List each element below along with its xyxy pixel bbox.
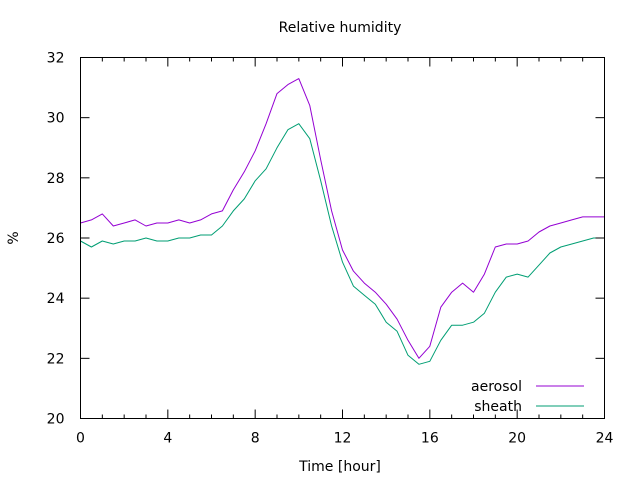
series-line-aerosol [80, 78, 605, 359]
x-tick-label: 20 [508, 431, 526, 447]
y-tick-label: 20 [47, 412, 65, 428]
y-tick-label: 32 [47, 51, 65, 67]
series-layer [80, 78, 605, 365]
x-tick-label: 12 [334, 431, 352, 447]
legend-label-aerosol: aerosol [471, 379, 522, 395]
x-tick-label: 16 [421, 431, 439, 447]
tick-layer: 0 4 8 12 16 20 24 20 22 24 26 28 30 32 [47, 51, 614, 447]
y-tick-label: 22 [47, 351, 65, 367]
plot-frame [80, 57, 605, 419]
y-tick-label: 24 [47, 291, 65, 307]
y-tick-label: 30 [47, 111, 65, 127]
legend: aerosol sheath [471, 379, 584, 415]
legend-label-sheath: sheath [474, 399, 522, 415]
y-tick-label: 28 [47, 171, 65, 187]
x-tick-label: 8 [251, 431, 260, 447]
x-tick-label: 4 [163, 431, 172, 447]
series-line-sheath [80, 123, 605, 365]
x-tick-label: 0 [76, 431, 85, 447]
x-axis-label: Time [hour] [298, 459, 381, 475]
y-axis-label: % [6, 231, 22, 244]
y-tick-label: 26 [47, 231, 65, 247]
chart-title: Relative humidity [279, 20, 402, 36]
x-tick-label: 24 [596, 431, 614, 447]
